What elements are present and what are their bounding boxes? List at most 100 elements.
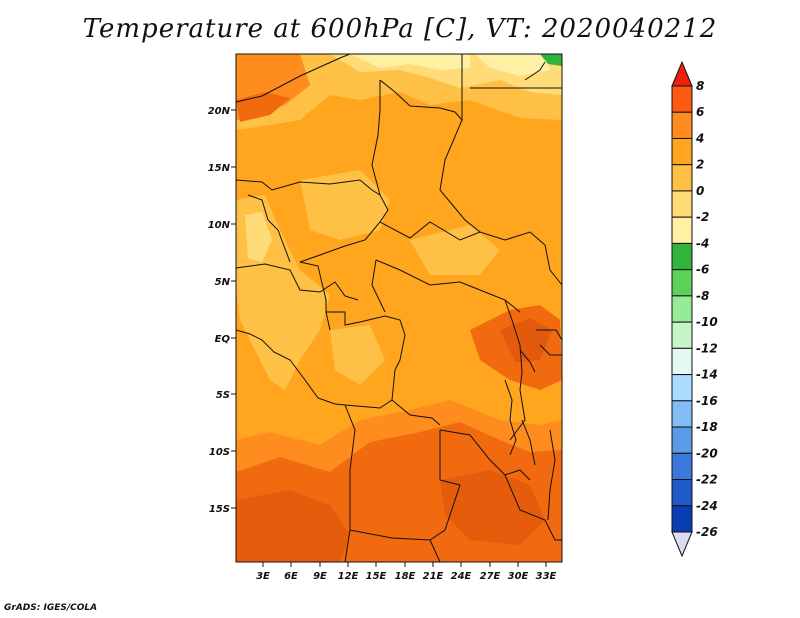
- colorbar-cell: [671, 216, 693, 244]
- colorbar-cell: [671, 295, 693, 323]
- border-line: [379, 221, 546, 246]
- map-title: Temperature at 600hPa [C], VT: 202004021…: [82, 14, 718, 44]
- lon-label: 21E: [423, 571, 444, 582]
- colorbar-cell: [671, 479, 693, 507]
- lon-label: 12E: [338, 571, 359, 582]
- colorbar-label: -8: [696, 289, 709, 303]
- coastline: [236, 329, 346, 406]
- colorbar-cell: [671, 321, 693, 349]
- lon-label: 24E: [451, 571, 472, 582]
- lon-label: 33E: [536, 571, 557, 582]
- field-green-corner: [540, 54, 562, 66]
- colorbar-cell: [671, 111, 693, 139]
- colorbar-cell: [671, 452, 693, 481]
- lat-label: 5S: [216, 390, 230, 401]
- colorbar-label: 8: [696, 79, 704, 93]
- border-line: [236, 179, 381, 196]
- colorbar-label: -16: [696, 394, 718, 408]
- lat-label: EQ: [215, 334, 231, 345]
- lon-label: 9E: [313, 571, 327, 582]
- colorbar-cell: [671, 85, 693, 113]
- field-ne-lightest: [475, 54, 550, 76]
- colorbar-label: -10: [696, 315, 718, 329]
- lat-label: 10S: [209, 447, 230, 458]
- colorbar-label: -18: [696, 420, 718, 434]
- country-borders: [236, 54, 562, 562]
- field-west-lighter: [245, 212, 272, 262]
- border-line: [504, 474, 562, 541]
- colorbar-label: -4: [696, 236, 709, 250]
- border-line: [344, 399, 393, 409]
- border-line: [439, 119, 481, 233]
- field-south-hotter: [236, 490, 350, 562]
- coastline: [299, 261, 331, 331]
- border-line: [539, 344, 562, 356]
- lon-label: 3E: [256, 571, 270, 582]
- border-line: [236, 263, 359, 301]
- colorbar-label: -2: [696, 210, 709, 224]
- colorbar-cell: [671, 190, 693, 218]
- field-nw-hotter: [236, 92, 290, 122]
- lon-label: 18E: [395, 571, 416, 582]
- temperature-field: [236, 54, 562, 562]
- colorbar-label: -22: [696, 473, 718, 487]
- field-central-light: [330, 325, 385, 385]
- colorbar: 8 6 4 2 0 -2 -4 -6 -8 -10 -12 -14 -16 -18 -20 -22 -24 -26: [671, 60, 718, 558]
- colorbar-cell: [671, 164, 693, 192]
- colorbar-cell: [671, 137, 693, 166]
- colorbar-bottom-triangle: [671, 531, 693, 558]
- lon-label: 30E: [508, 571, 529, 582]
- lon-label: 15E: [366, 571, 387, 582]
- border-line: [544, 244, 562, 286]
- colorbar-label: -12: [696, 341, 718, 355]
- colorbar-label: -14: [696, 368, 718, 382]
- lon-label: 27E: [480, 571, 501, 582]
- latitude-axis: 20N 15N 10N 5N EQ 5S 10S 15S: [208, 106, 236, 515]
- colorbar-labels: 8 6 4 2 0 -2 -4 -6 -8 -10 -12 -14 -16 -18 -20 -22 -24 -26: [695, 79, 718, 539]
- border-line: [299, 194, 389, 263]
- lon-label: 6E: [284, 571, 298, 582]
- field-south-east-hotter: [440, 470, 545, 545]
- lat-label: 15N: [208, 163, 231, 174]
- border-line: [326, 311, 406, 336]
- lake-outline: [521, 419, 536, 466]
- colorbar-cell: [671, 400, 693, 428]
- lat-label: 20N: [208, 106, 231, 117]
- border-line: [349, 430, 461, 541]
- colorbar-label: 2: [696, 158, 704, 172]
- colorbar-cell: [671, 347, 693, 376]
- colorbar-cell: [671, 426, 693, 454]
- coastline: [524, 61, 546, 81]
- colorbar-label: -26: [696, 525, 718, 539]
- border-line: [536, 329, 562, 341]
- border-line: [504, 299, 526, 441]
- colorbar-label: 4: [695, 131, 704, 145]
- colorbar-cells: [671, 85, 693, 533]
- field-north-lightest: [350, 54, 470, 70]
- lat-label: 10N: [208, 220, 231, 231]
- lat-label: 15S: [209, 504, 230, 515]
- colorbar-cell: [671, 242, 693, 271]
- field-sahel-light: [300, 170, 390, 240]
- map-frame: [235, 53, 563, 563]
- field-east-hotter: [500, 318, 552, 362]
- border-line: [344, 404, 356, 562]
- border-line: [247, 194, 291, 263]
- colorbar-top-triangle: [671, 60, 693, 87]
- colorbar-cell: [671, 269, 693, 297]
- border-line: [371, 80, 381, 196]
- colorbar-label: -20: [696, 446, 718, 460]
- border-line: [439, 429, 531, 481]
- border-line: [236, 54, 351, 103]
- colorbar-cell: [671, 374, 693, 402]
- grads-credit: GrADS: IGES/COLA: [4, 603, 98, 613]
- lake-outline: [504, 379, 517, 456]
- border-line: [371, 259, 386, 313]
- field-south-mid: [236, 400, 562, 472]
- colorbar-label: -24: [696, 499, 718, 513]
- colorbar-label: 0: [696, 184, 704, 198]
- lat-label: 5N: [215, 277, 231, 288]
- lake-outline: [519, 349, 536, 373]
- colorbar-label: -6: [696, 263, 709, 277]
